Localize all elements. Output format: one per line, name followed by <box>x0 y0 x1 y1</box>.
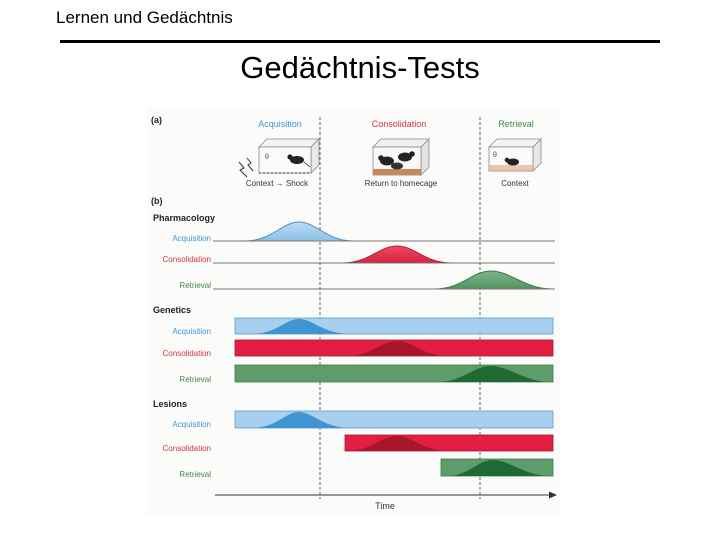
phase-label-acquisition: Acquisition <box>258 119 302 129</box>
genetics-consolidation-curve <box>347 341 447 356</box>
lesions-retrieval-curve <box>447 460 551 476</box>
genetics-consolidation-label: Consolidation <box>163 349 211 358</box>
panel-a-letter: (a) <box>151 115 162 125</box>
genetics-retrieval-label: Retrieval <box>179 375 211 384</box>
pharmacology-consolidation-curve <box>342 245 452 264</box>
pharmacology-retrieval-label: Retrieval <box>179 281 211 290</box>
figure-canvas: (a) Acquisition Consolidation Retrieval … <box>151 115 557 511</box>
consolidation-homecage-illustration <box>372 138 430 176</box>
pharmacology-acquisition-curve <box>244 221 354 242</box>
acquisition-caption: Context → Shock <box>246 179 309 188</box>
lesions-acquisition-label: Acquisition <box>172 420 211 429</box>
slide-title: Gedächtnis-Tests <box>240 50 480 85</box>
lesions-consolidation-label: Consolidation <box>163 444 211 453</box>
shock-icon <box>238 157 254 178</box>
header-title: Lernen und Gedächtnis <box>56 8 233 27</box>
pharmacology-retrieval-curve <box>434 270 553 290</box>
pharmacology-acquisition-label: Acquisition <box>172 234 211 243</box>
genetics-acquisition-curve <box>251 319 351 334</box>
svg-text:θ: θ <box>493 152 497 159</box>
group-title-genetics: Genetics <box>153 305 191 315</box>
phase-label-consolidation: Consolidation <box>372 119 427 129</box>
retrieval-cage-illustration: θ <box>488 138 542 172</box>
header-rule <box>60 40 660 43</box>
retrieval-caption: Context <box>501 179 529 188</box>
panel-b-letter: (b) <box>151 196 163 206</box>
genetics-retrieval-curve <box>437 366 551 382</box>
phase-label-retrieval: Retrieval <box>498 119 534 129</box>
genetics-acquisition-label: Acquisition <box>172 327 211 336</box>
lesions-acquisition-curve <box>251 412 351 428</box>
time-axis-arrowhead <box>549 491 557 499</box>
acquisition-cage-illustration: θ <box>258 138 320 174</box>
svg-text:θ: θ <box>265 154 269 161</box>
pharmacology-consolidation-label: Consolidation <box>163 255 211 264</box>
time-axis-label: Time <box>375 501 395 511</box>
group-title-pharmacology: Pharmacology <box>153 213 215 223</box>
consolidation-caption: Return to homecage <box>365 179 438 188</box>
memory-test-figure: (a) Acquisition Consolidation Retrieval … <box>147 107 560 515</box>
lesions-consolidation-curve <box>347 436 447 451</box>
lesions-retrieval-label: Retrieval <box>179 470 211 479</box>
group-title-lesions: Lesions <box>153 399 187 409</box>
